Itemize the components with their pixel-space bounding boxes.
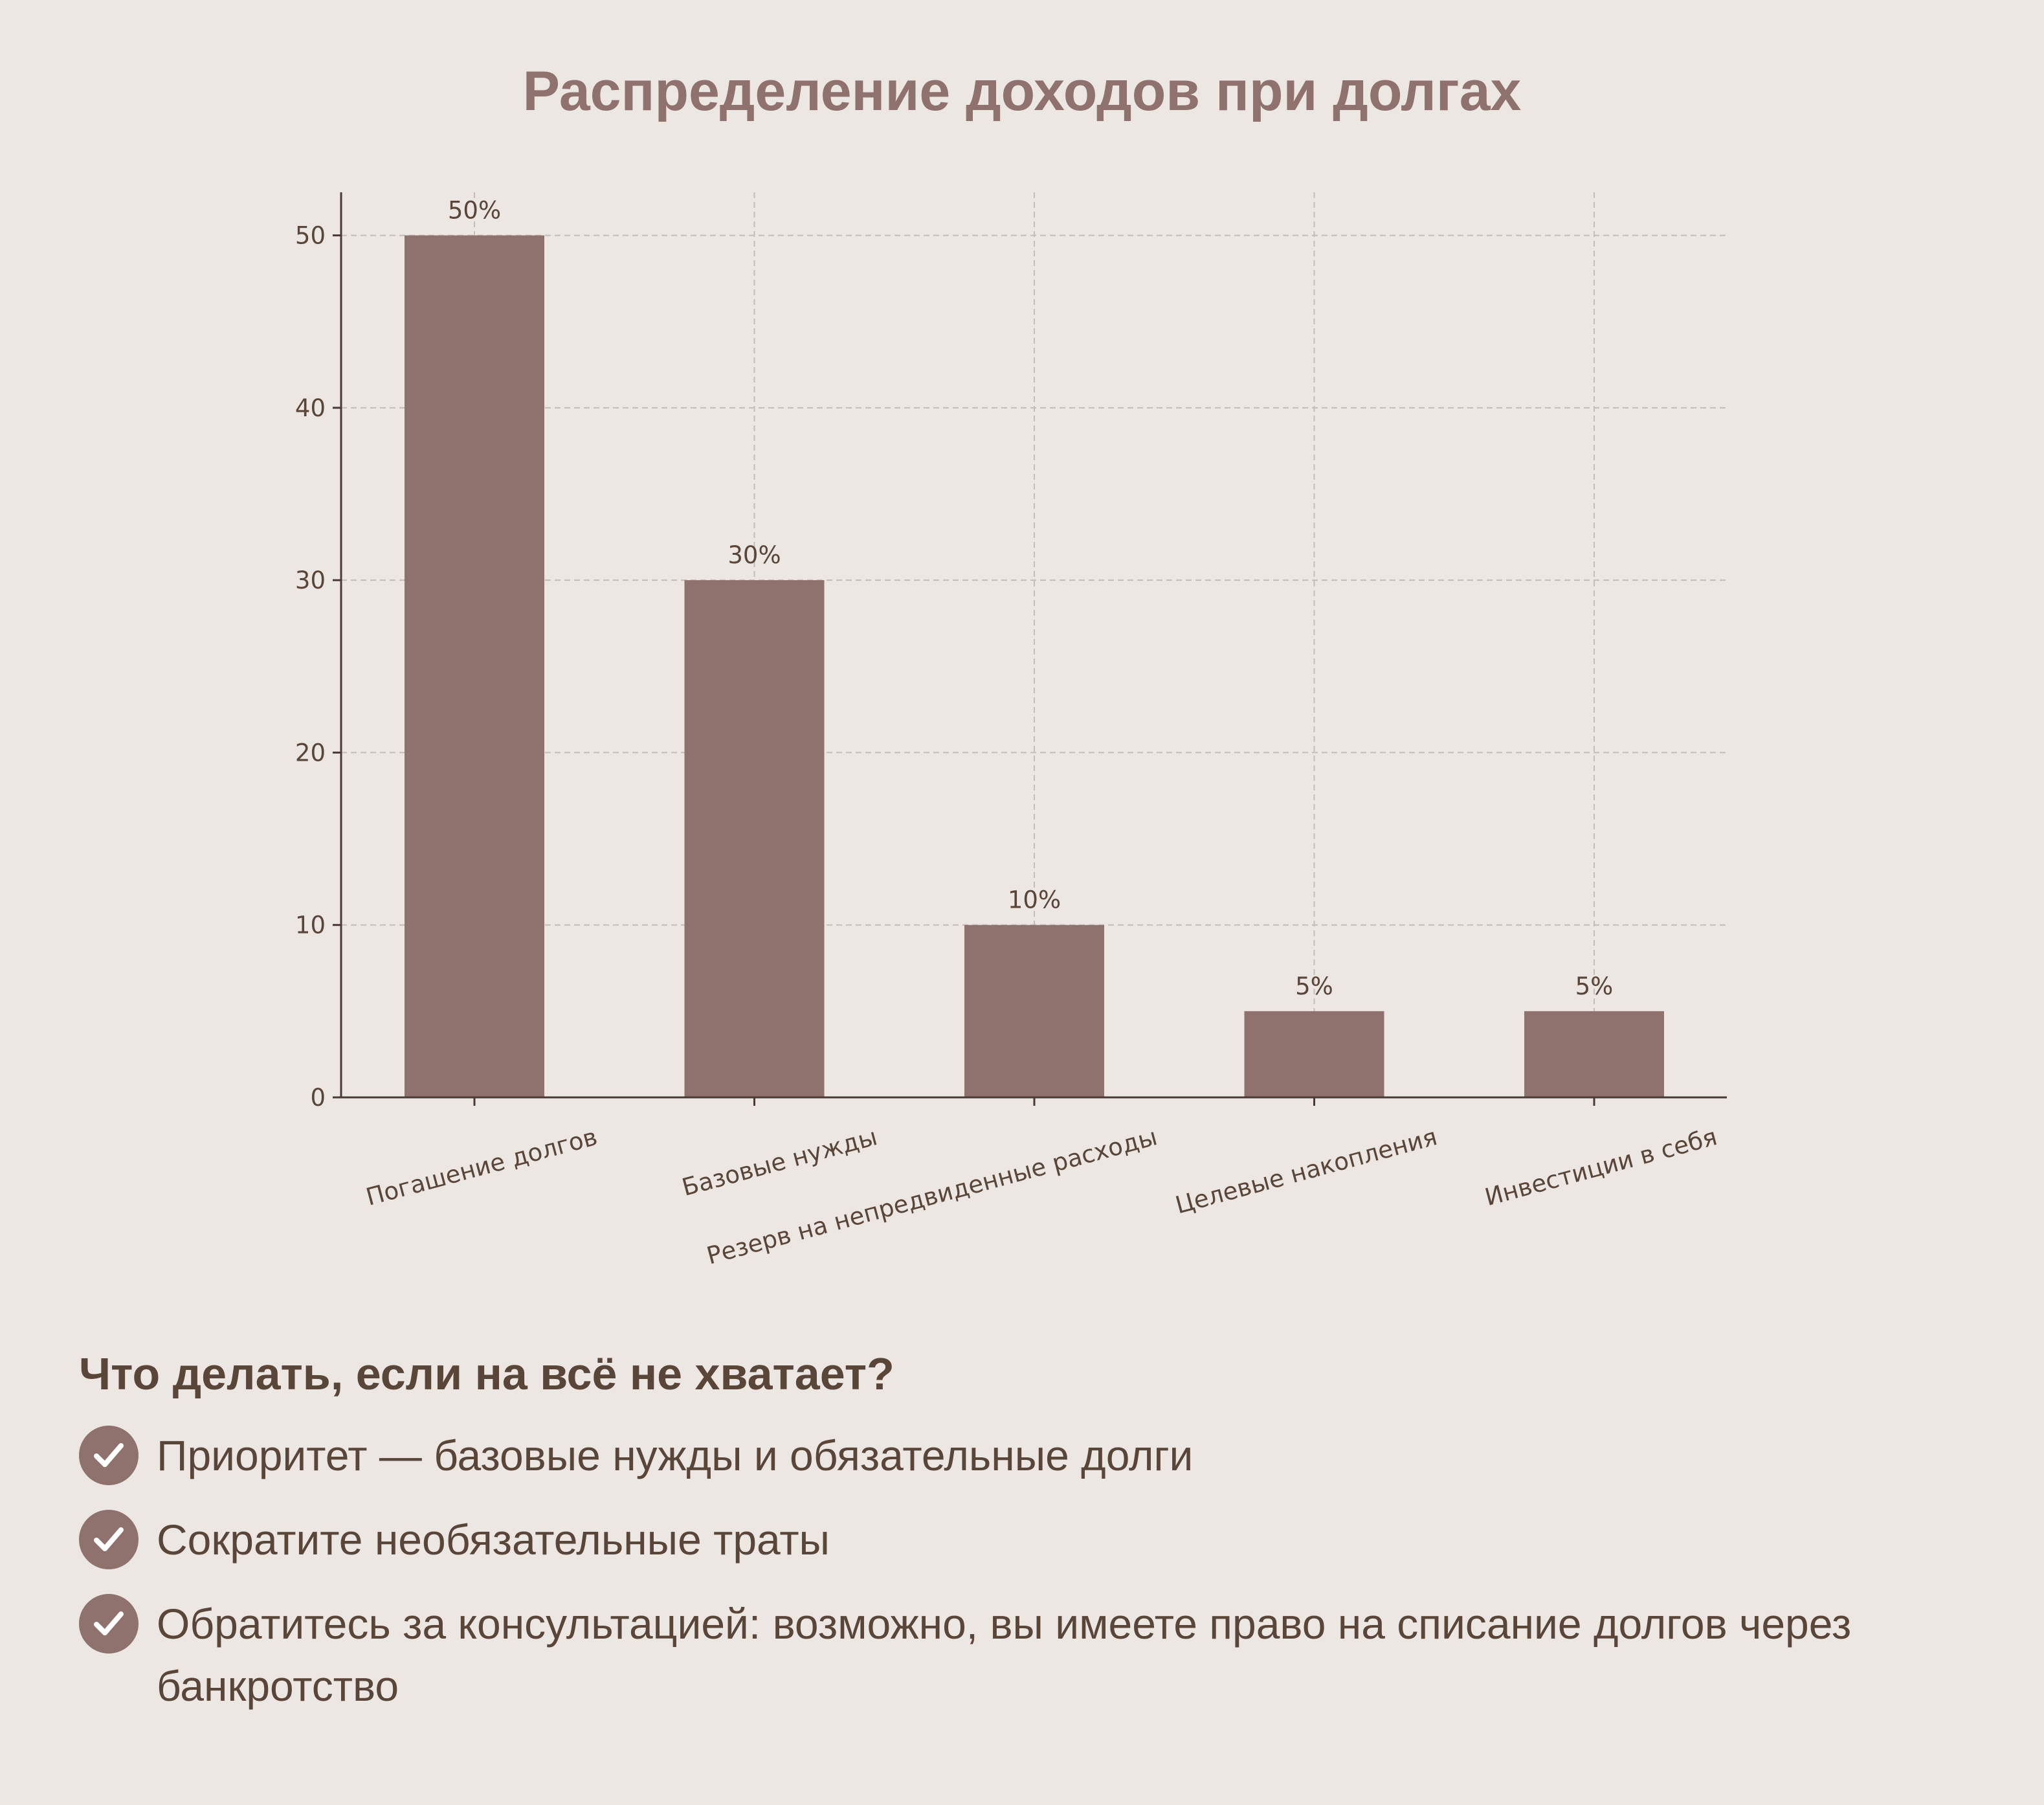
tips-list: Приоритет — базовые нужды и обязательные… <box>79 1424 1943 1739</box>
y-tick-label: 10 <box>295 912 326 939</box>
bar <box>1524 1011 1664 1097</box>
data-label: 10% <box>1008 886 1061 914</box>
data-label: 5% <box>1295 972 1333 1000</box>
x-tick-label: Базовые нужды <box>679 1123 880 1202</box>
x-tick-label: Целевые накопления <box>1172 1123 1439 1219</box>
y-tick-label: 0 <box>310 1084 326 1112</box>
chart-axes <box>333 192 1727 1106</box>
x-tick-label: Резерв на непредвиденные расходы <box>704 1123 1160 1270</box>
tips-title: Что делать, если на всё не хватает? <box>79 1349 894 1399</box>
bar <box>405 235 544 1098</box>
check-circle-icon <box>79 1594 139 1654</box>
y-tick-label: 20 <box>295 739 326 767</box>
x-tick-label: Погашение долгов <box>363 1123 600 1211</box>
tip-text: Сократите необязательные траты <box>157 1516 830 1564</box>
y-tick-label: 50 <box>295 222 326 250</box>
bar <box>684 580 825 1097</box>
check-circle-icon <box>79 1510 139 1569</box>
data-label: 50% <box>448 197 501 225</box>
y-tick-label: 40 <box>295 394 326 422</box>
tip-item: Сократите необязательные траты <box>79 1508 1943 1571</box>
y-tick-label: 30 <box>295 566 326 594</box>
bar <box>1244 1011 1384 1097</box>
chart-title: Распределение доходов при долгах <box>523 60 1522 122</box>
bar <box>964 925 1104 1097</box>
x-tick-label: Инвестиции в себя <box>1482 1123 1720 1211</box>
data-label: 5% <box>1575 972 1614 1000</box>
income-distribution-chart: Распределение доходов при долгах 0 10 20 30… <box>295 60 1727 1270</box>
tip-text: Приоритет — базовые нужды и обязательные… <box>157 1431 1194 1479</box>
tip-item: Приоритет — базовые нужды и обязательные… <box>79 1424 1943 1486</box>
tip-text: Обратитесь за консультацией: возможно, в… <box>157 1600 1852 1710</box>
check-circle-icon <box>79 1426 139 1485</box>
data-label: 30% <box>728 541 781 569</box>
bars <box>405 235 1664 1098</box>
tip-item: Обратитесь за консультацией: возможно, в… <box>79 1593 1943 1717</box>
